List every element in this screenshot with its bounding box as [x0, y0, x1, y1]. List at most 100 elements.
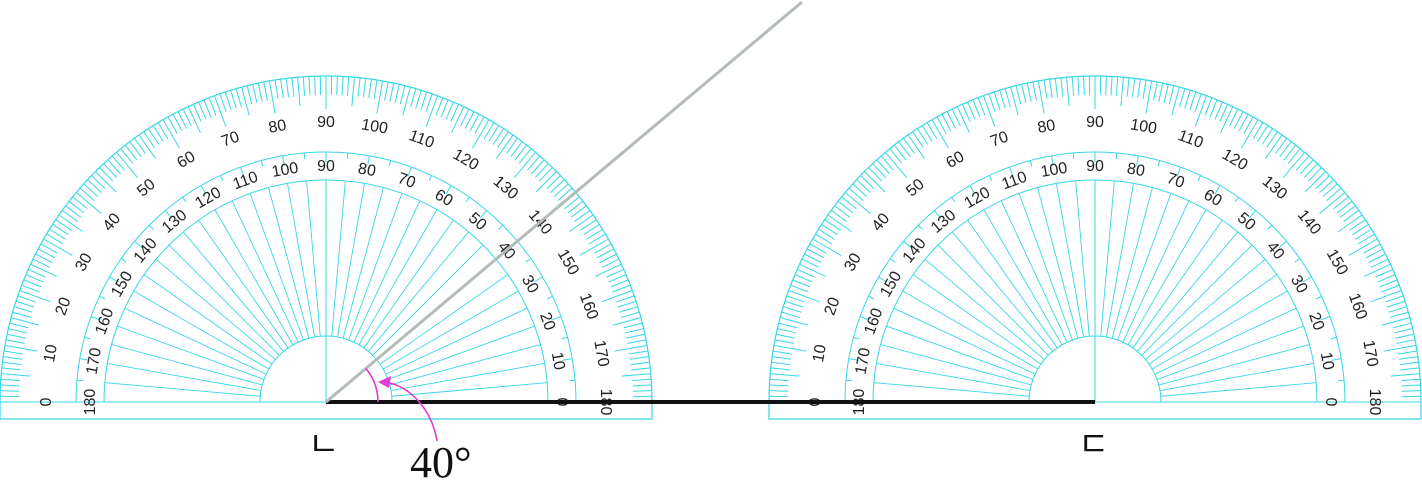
- tick-mark: [786, 295, 805, 303]
- tick-mark: [1283, 144, 1297, 161]
- tick-mark: [771, 361, 791, 366]
- tick-mark: [157, 122, 169, 140]
- tick-mark: [162, 119, 180, 149]
- tick-mark: [804, 253, 822, 264]
- tick-mark: [623, 322, 643, 329]
- tick-mark: [297, 77, 301, 107]
- tick-mark: [1021, 84, 1027, 103]
- tick-mark: [214, 95, 227, 127]
- tick-mark: [619, 306, 638, 313]
- tick-mark: [120, 258, 127, 263]
- tick-mark: [129, 141, 142, 158]
- tick-mark: [889, 258, 896, 263]
- tick-mark: [1315, 295, 1322, 300]
- tick-mark: [614, 344, 648, 352]
- tick-mark: [868, 167, 883, 182]
- tick-mark: [620, 311, 640, 318]
- radial-line: [1075, 180, 1090, 337]
- tick-mark: [993, 91, 1001, 111]
- tick-mark: [399, 85, 406, 105]
- outer-scale-label: 80: [267, 117, 288, 137]
- tick-mark: [95, 171, 117, 193]
- tick-mark: [535, 163, 549, 178]
- tick-mark: [632, 390, 652, 392]
- outer-scale-label: 30: [841, 250, 865, 274]
- tick-mark: [876, 159, 890, 175]
- tick-mark: [5, 339, 25, 344]
- tick-mark: [8, 328, 27, 334]
- tick-mark: [630, 361, 650, 366]
- radial-line: [1154, 307, 1297, 375]
- tick-mark: [1339, 205, 1356, 218]
- outer-scale-label: 120: [450, 146, 482, 174]
- tick-mark: [7, 333, 26, 339]
- radial-line: [951, 231, 1053, 352]
- tick-mark: [525, 258, 532, 263]
- radial-line: [389, 344, 541, 386]
- tick-mark: [1304, 171, 1326, 193]
- tick-mark: [425, 95, 438, 127]
- tick-mark: [1077, 76, 1080, 96]
- tick-mark: [1026, 83, 1032, 102]
- tick-mark: [769, 390, 789, 392]
- tick-mark: [827, 214, 852, 233]
- tick-mark: [1304, 163, 1318, 178]
- tick-mark: [1386, 300, 1406, 308]
- tick-mark: [801, 258, 820, 268]
- radial-line: [348, 193, 403, 341]
- tick-mark: [4, 344, 38, 352]
- tick-mark: [1379, 279, 1398, 288]
- radial-line: [287, 183, 315, 338]
- tick-mark: [796, 268, 815, 278]
- tick-mark: [852, 183, 868, 197]
- tick-mark: [52, 224, 69, 236]
- tick-mark: [280, 79, 284, 99]
- radial-line: [893, 307, 1036, 375]
- tick-mark: [1370, 290, 1402, 303]
- tick-mark: [783, 306, 802, 313]
- radial-line: [390, 363, 545, 391]
- tick-mark: [1383, 344, 1417, 352]
- tick-mark: [594, 243, 612, 254]
- tick-mark: [164, 210, 173, 219]
- tick-mark: [1214, 185, 1221, 195]
- tick-mark: [167, 116, 178, 134]
- radial-line: [368, 231, 470, 352]
- tick-mark: [1083, 76, 1085, 96]
- tick-mark: [230, 90, 237, 109]
- tick-mark: [308, 76, 311, 96]
- tick-mark: [72, 196, 88, 210]
- tick-mark: [49, 228, 66, 240]
- tick-mark: [192, 103, 202, 122]
- tick-mark: [629, 350, 649, 355]
- tick-mark: [1131, 78, 1136, 98]
- tick-mark: [445, 185, 452, 195]
- tick-mark: [394, 84, 400, 103]
- tick-mark: [1294, 258, 1301, 263]
- tick-mark: [510, 141, 523, 158]
- outer-scale-label: 110: [1176, 127, 1206, 152]
- tick-mark: [625, 328, 644, 334]
- tick-mark: [1394, 328, 1413, 334]
- tick-mark: [79, 358, 90, 361]
- tick-mark: [848, 358, 859, 361]
- tick-mark: [1189, 91, 1197, 111]
- outer-scale-label: 10: [41, 343, 61, 364]
- tick-mark: [903, 240, 912, 249]
- outer-scale-label: 110: [407, 127, 437, 152]
- tick-mark: [794, 274, 813, 283]
- tick-mark: [1137, 79, 1141, 99]
- outer-scale-label: 50: [903, 176, 928, 201]
- tick-mark: [274, 79, 279, 99]
- tick-mark: [1375, 268, 1394, 278]
- tick-mark: [263, 81, 268, 101]
- tick-mark: [772, 356, 792, 360]
- tick-mark: [1392, 322, 1412, 329]
- angle-arc-marker: [365, 368, 379, 403]
- tick-mark: [546, 175, 561, 190]
- tick-mark: [1315, 175, 1330, 190]
- outer-scale-label: 30: [72, 250, 96, 274]
- radial-line: [967, 219, 1058, 349]
- tick-mark: [3, 356, 23, 360]
